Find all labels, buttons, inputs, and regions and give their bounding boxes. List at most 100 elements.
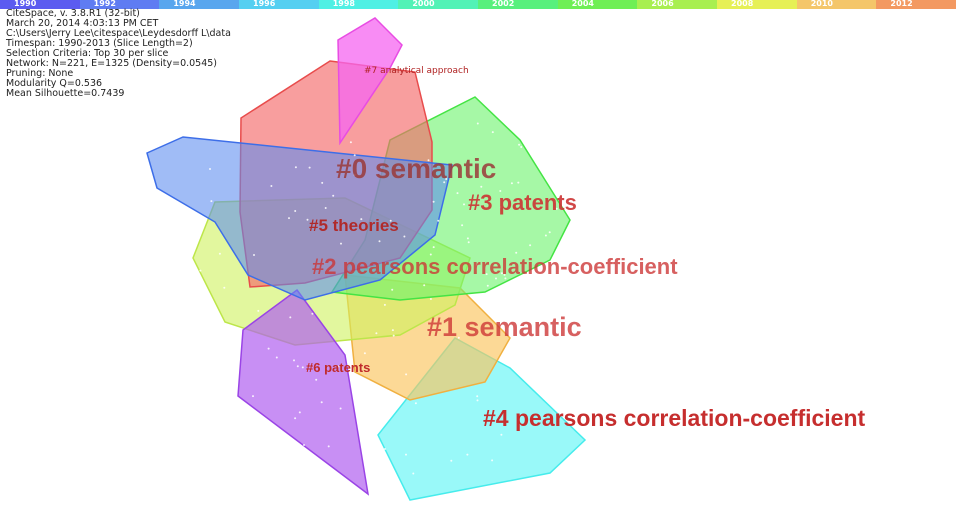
network-node — [391, 288, 394, 291]
network-node — [306, 218, 309, 221]
timeline-year-label: 2008 — [731, 0, 754, 8]
network-node — [423, 284, 426, 287]
network-node — [315, 378, 318, 381]
network-node — [332, 194, 335, 197]
network-node — [378, 240, 381, 243]
timespan-text: Timespan: 1990-2013 (Slice Length=2) — [6, 38, 193, 49]
selection-criteria-text: Selection Criteria: Top 30 per slice — [6, 48, 169, 59]
cluster-label-5[interactable]: #5 theories — [309, 216, 399, 235]
network-node — [405, 453, 407, 456]
network-node — [510, 182, 513, 185]
network-node — [457, 336, 460, 339]
network-node — [456, 192, 459, 195]
network-node — [515, 251, 518, 254]
network-node — [270, 185, 273, 187]
network-node — [257, 309, 260, 312]
network-node — [499, 190, 502, 192]
timeline-year-label: 2002 — [492, 0, 515, 8]
network-node — [443, 181, 446, 184]
network-node — [480, 185, 483, 188]
timeline-year-label: 2006 — [651, 0, 674, 8]
network-node — [432, 246, 435, 249]
network-node — [427, 159, 430, 162]
network-node — [252, 395, 254, 398]
network-node — [275, 356, 278, 359]
modularity-text: Modularity Q=0.536 — [6, 78, 103, 89]
timeline-segment: 2006 — [637, 0, 718, 9]
network-node — [371, 382, 374, 385]
network-node — [544, 234, 547, 237]
timeline-year-label: 1992 — [93, 0, 116, 8]
network-node — [294, 166, 297, 169]
timeline-bar: 1990 1992 1994 1996 1998 2000 2002 2004 2006 2008… — [0, 0, 956, 9]
timeline-segment: 1998 — [318, 0, 399, 9]
network-node — [199, 277, 202, 280]
network-node — [288, 217, 290, 220]
network-node — [463, 203, 465, 206]
silhouette-text: Mean Silhouette=0.7439 — [6, 88, 125, 99]
network-node — [383, 303, 386, 306]
network-node — [360, 383, 363, 385]
network-node — [450, 459, 453, 462]
timeline-segment: 2000 — [398, 0, 479, 9]
network-node — [538, 368, 541, 371]
network-node — [500, 433, 503, 436]
data-path-text: C:\Users\Jerry Lee\citespace\Leydesdorff… — [6, 28, 231, 39]
network-node — [466, 453, 469, 456]
cluster-label-3[interactable]: #3 patents — [468, 190, 577, 215]
network-node — [392, 334, 395, 337]
network-node — [527, 350, 530, 353]
network-stats-text: Network: N=221, E=1325 (Density=0.0545) — [6, 58, 218, 69]
timeline-year-label: 1990 — [14, 0, 37, 8]
network-node — [389, 219, 392, 222]
cluster-label-1[interactable]: #1 semantic — [427, 312, 582, 342]
network-node — [476, 395, 479, 398]
network-node — [289, 316, 292, 319]
cluster-label-0[interactable]: #0 semantic — [336, 153, 496, 184]
timeline-segment: 1994 — [159, 0, 240, 9]
network-node — [554, 201, 557, 204]
timeline-year-label: 1998 — [332, 0, 355, 8]
network-node — [520, 146, 523, 148]
network-node — [445, 178, 448, 180]
network-node — [391, 329, 394, 332]
network-node — [538, 147, 541, 150]
cluster-label-6[interactable]: #6 patents — [306, 360, 370, 375]
cluster-label-7[interactable]: #7 analytical approach — [364, 66, 469, 76]
network-node — [429, 253, 432, 256]
network-node — [296, 365, 299, 368]
cluster-5-hull[interactable] — [146, 136, 453, 301]
network-node — [360, 218, 363, 221]
pruning-text: Pruning: None — [6, 68, 74, 79]
network-node — [218, 252, 221, 255]
cluster-label-2[interactable]: #2 pearsons correlation-coefficient — [312, 254, 678, 279]
network-node — [376, 477, 379, 480]
network-node — [256, 440, 259, 442]
network-node — [337, 365, 340, 368]
cluster-7-hull[interactable] — [337, 17, 403, 146]
network-node — [403, 235, 406, 238]
network-node — [209, 168, 211, 170]
network-node — [432, 200, 435, 203]
timeline-segment: 2004 — [557, 0, 638, 9]
network-node — [298, 411, 301, 414]
cluster-label-4[interactable]: #4 pearsons correlation-coefficient — [483, 405, 866, 431]
network-node — [491, 131, 494, 134]
network-node — [429, 298, 432, 300]
network-node — [542, 300, 545, 303]
timeline-year-label: 2012 — [890, 0, 913, 8]
network-node — [503, 273, 506, 276]
network-node — [282, 447, 285, 450]
network-node — [210, 200, 213, 203]
timeline-segment: 1992 — [79, 0, 160, 9]
network-node — [308, 166, 311, 169]
network-node — [324, 207, 327, 209]
network-node — [517, 181, 520, 184]
network-node — [412, 472, 415, 475]
timeline-segment: 1996 — [239, 0, 319, 9]
network-node — [491, 459, 494, 462]
network-node — [349, 141, 352, 144]
network-node — [466, 237, 469, 240]
network-node — [486, 284, 489, 287]
